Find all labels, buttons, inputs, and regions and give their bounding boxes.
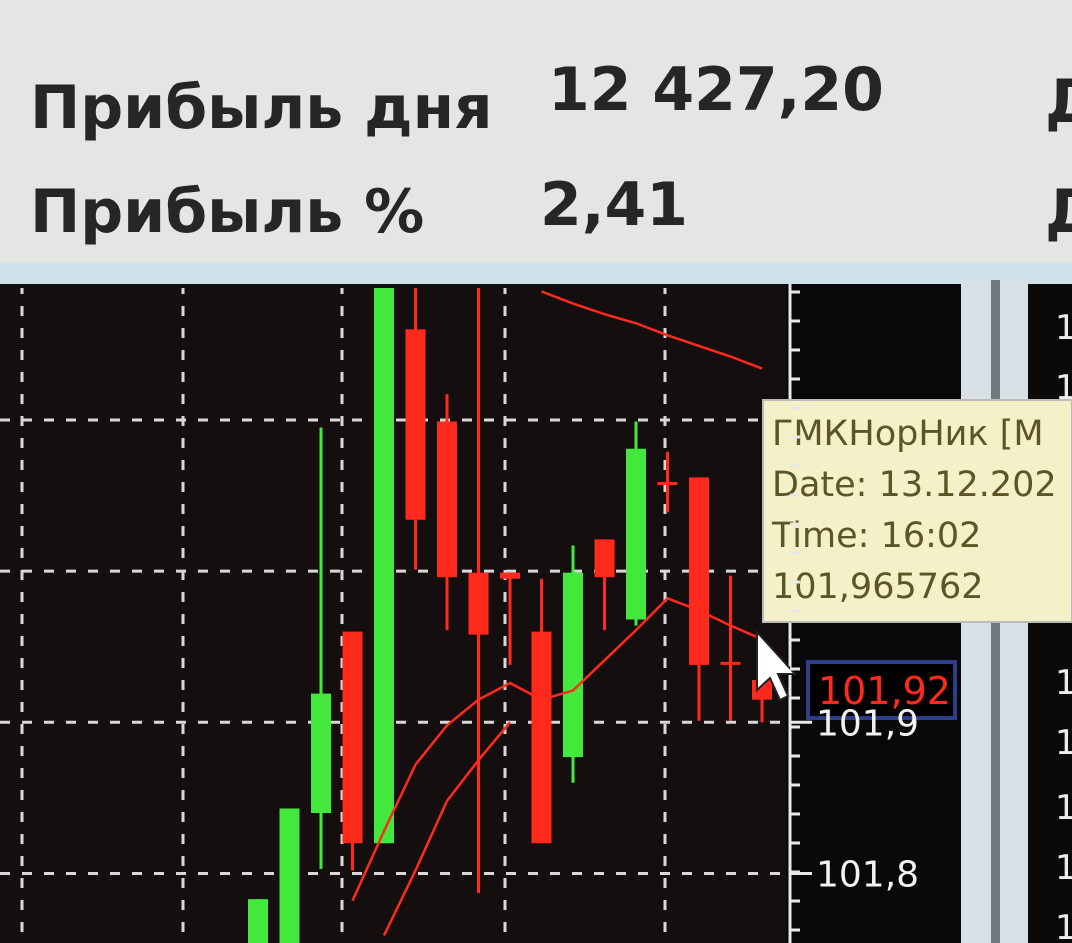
column-digit: 1 — [1055, 908, 1072, 943]
header-panel — [0, 0, 1072, 272]
header-label: Прибыль % — [30, 177, 424, 247]
header-value: 2,41 — [540, 170, 688, 240]
header-value: 12 427,20 — [548, 55, 884, 125]
column-digit: 1 — [1055, 308, 1072, 348]
header-cut: Д — [1045, 67, 1072, 137]
candle-body — [720, 661, 741, 665]
column-digit: 1 — [1055, 663, 1072, 703]
y-tick-label: 101,8 — [816, 854, 919, 895]
overlay: 101,92 ГМКНорНик [М Date: 13.12.202 Time: 1… — [756, 399, 1072, 721]
tooltip-box — [762, 399, 1072, 623]
candle-body — [279, 808, 300, 943]
candle-body — [594, 539, 615, 578]
plot — [0, 288, 786, 943]
price-label-box — [806, 660, 957, 721]
candle-body — [468, 572, 489, 635]
candle-body — [437, 421, 457, 578]
column-digit: 1 — [1055, 723, 1072, 763]
price-label: 101,92 — [818, 669, 951, 713]
candle-body — [311, 693, 331, 814]
tooltip-line: Time: 16:02 — [771, 516, 981, 556]
header-cut: Д — [1045, 177, 1072, 247]
mouse-cursor — [756, 629, 798, 702]
indicator-line — [351, 596, 763, 902]
tooltip-line: 101,965762 — [772, 567, 984, 607]
tooltip-line: ГМКНорНик [М — [772, 414, 1044, 454]
column-digit: 1 — [1055, 368, 1072, 408]
candle-body — [248, 899, 268, 943]
column-digit: 1 — [1055, 788, 1072, 828]
separator — [0, 262, 1072, 284]
candle-body — [374, 288, 394, 844]
column-digit: 1 — [1055, 848, 1072, 888]
candle-body — [689, 477, 709, 665]
indicator-line — [382, 721, 511, 936]
candle-body — [657, 481, 678, 485]
candle-body — [626, 448, 646, 620]
candle-body — [500, 572, 520, 579]
candle-body — [531, 631, 552, 844]
tooltip-line: Date: 13.12.202 — [772, 465, 1057, 505]
header-label: Прибыль дня — [30, 73, 493, 143]
candle-body — [563, 572, 583, 758]
candle-body — [342, 631, 363, 844]
indicator-line — [541, 290, 763, 370]
candle-body — [405, 329, 426, 520]
y-tick-label: 101,9 — [816, 703, 919, 744]
